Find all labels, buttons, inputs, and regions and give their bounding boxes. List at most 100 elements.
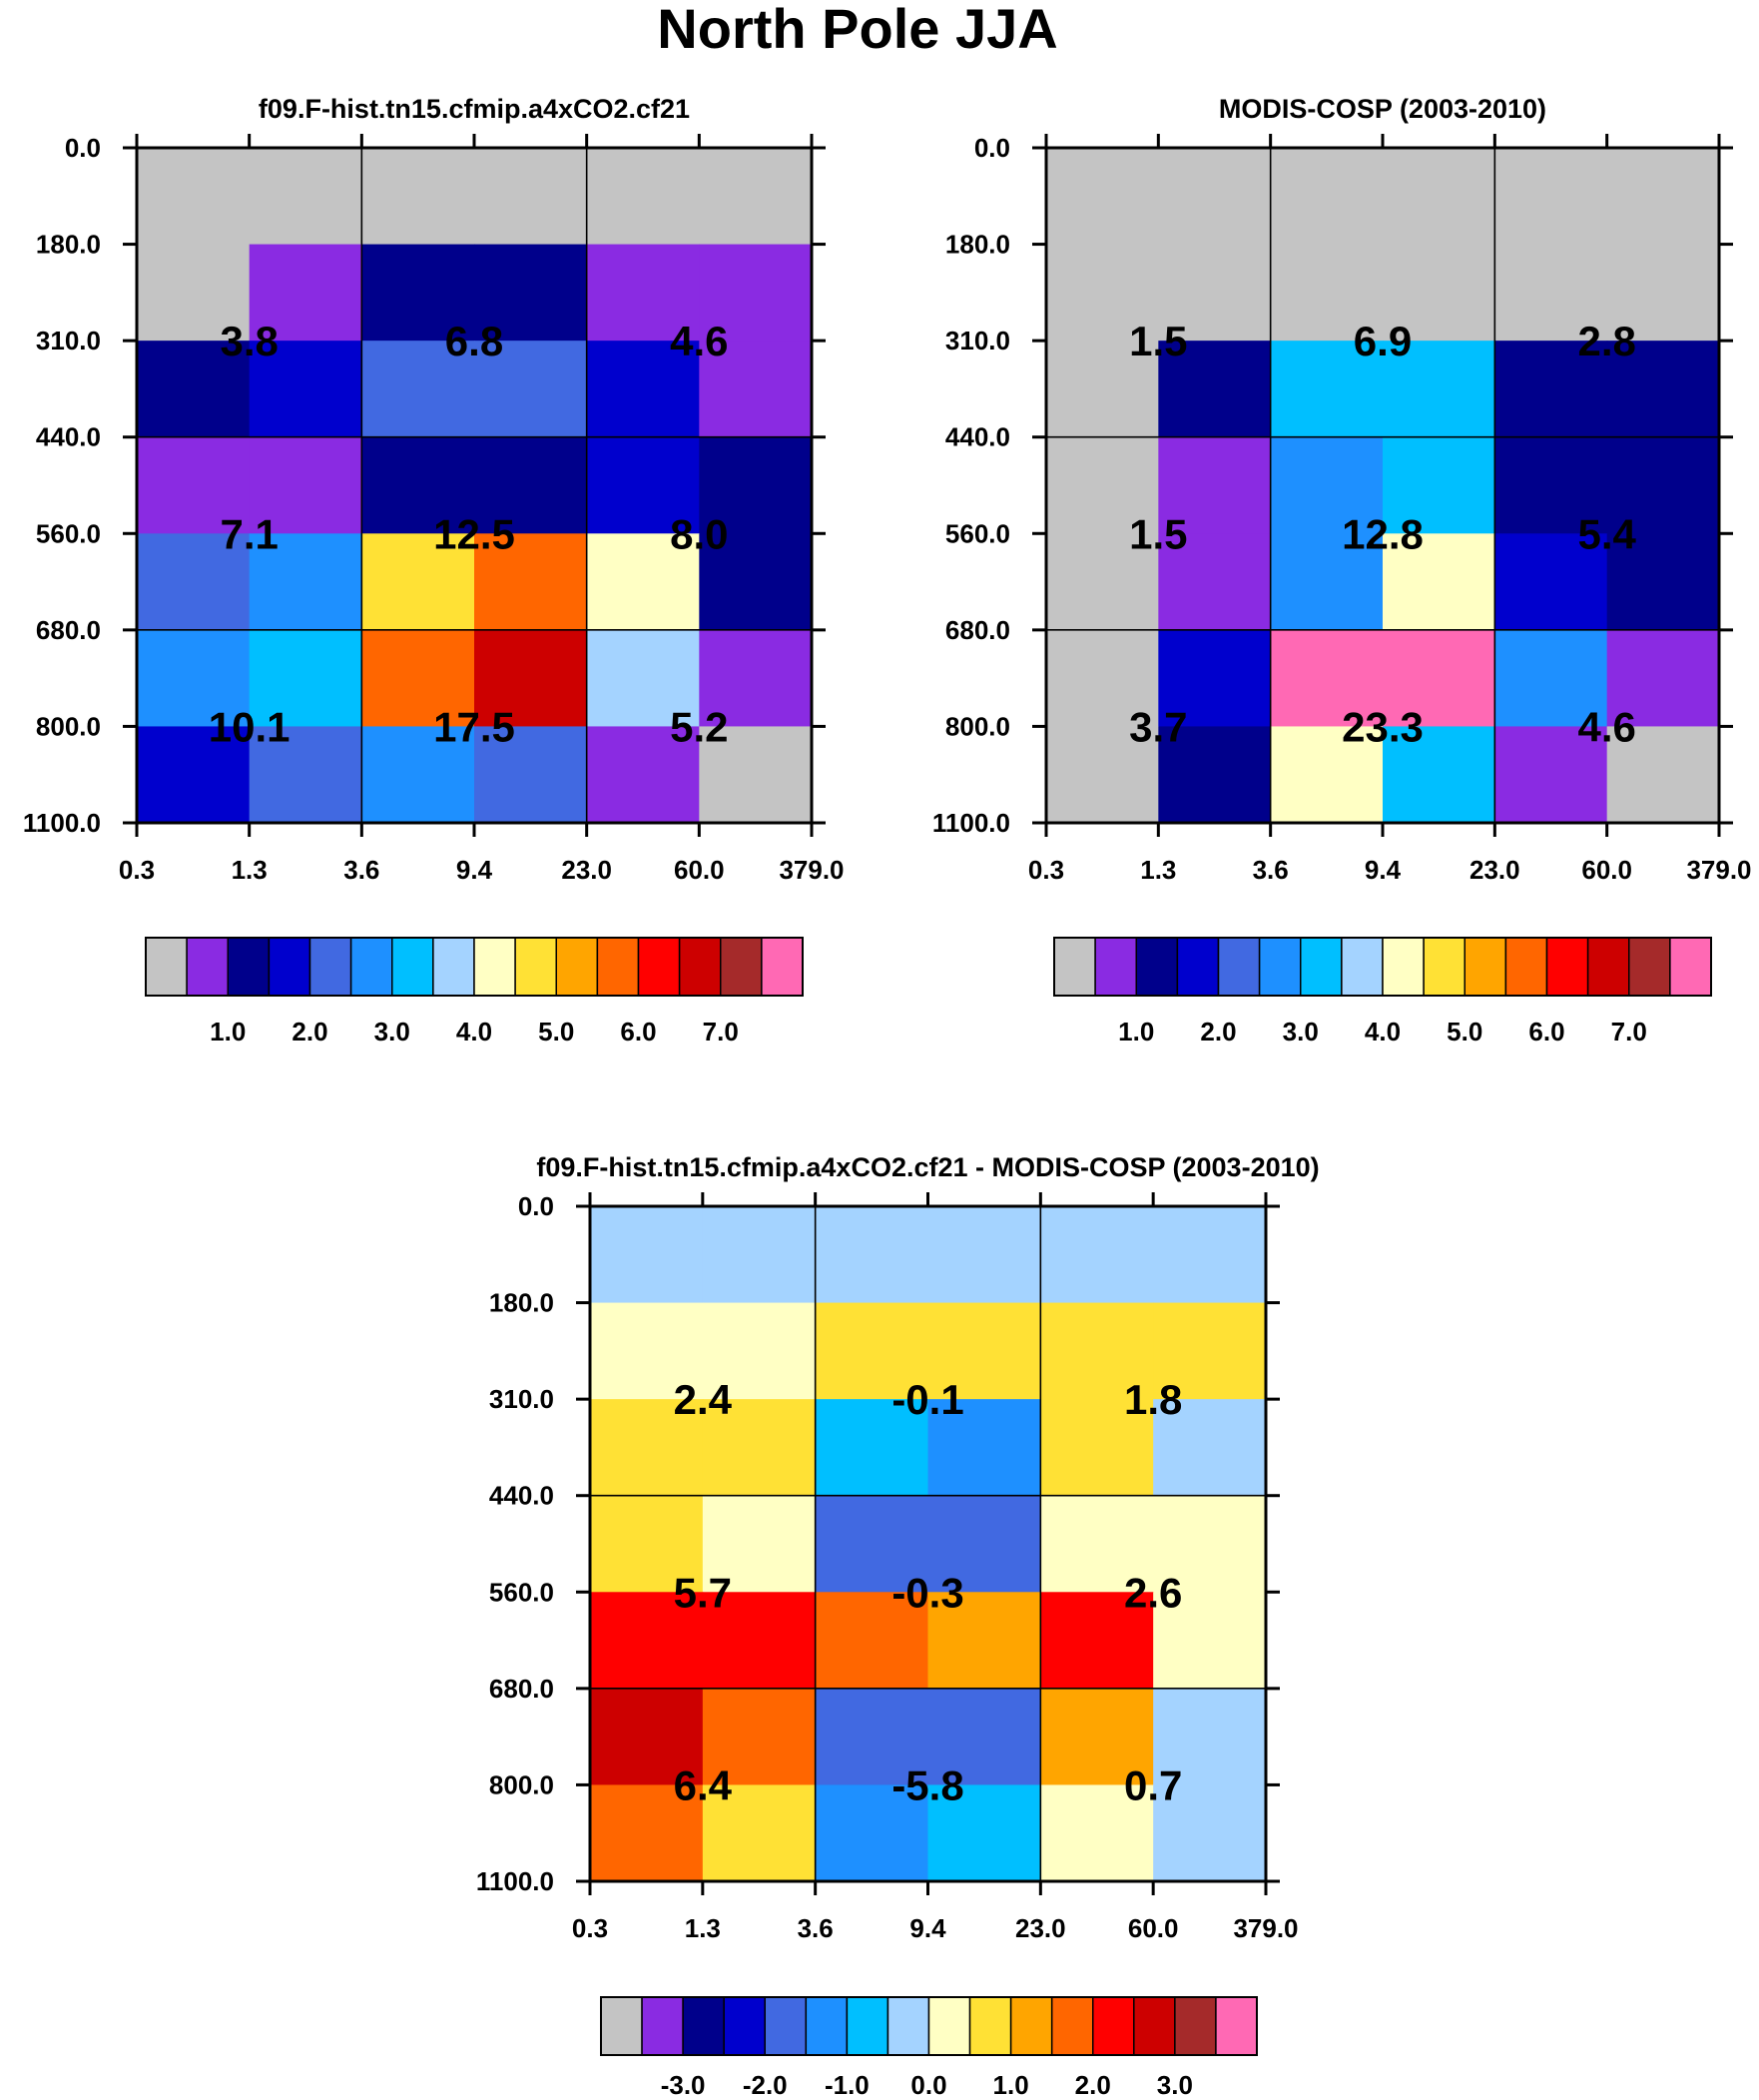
cell-value-label: 6.9 xyxy=(1354,318,1412,364)
heatmap-cell xyxy=(1270,726,1384,824)
heatmap-cell xyxy=(249,726,362,824)
heatmap-cell xyxy=(702,1688,817,1786)
heatmap-cell xyxy=(1383,148,1495,246)
heatmap-cell xyxy=(699,629,813,728)
heatmap-cell xyxy=(1383,533,1495,631)
colorbar-swatch xyxy=(473,937,516,997)
heatmap-cell xyxy=(702,1206,817,1304)
heatmap-cell xyxy=(815,1688,929,1786)
heatmap-cell xyxy=(1606,148,1720,246)
colorbar-swatch xyxy=(227,937,271,997)
heatmap-cell xyxy=(1046,533,1159,631)
heatmap-cell xyxy=(699,726,813,824)
main-title: North Pole JJA xyxy=(657,0,1057,60)
colorbar-swatch xyxy=(1504,937,1548,997)
heatmap-cell xyxy=(815,1302,929,1400)
colorbar-swatch xyxy=(391,937,434,997)
heatmap-cell xyxy=(1040,1495,1154,1593)
x-tick-label: 23.0 xyxy=(561,855,612,885)
heatmap-cell xyxy=(586,533,700,631)
x-tick-label: 3.6 xyxy=(798,1913,834,1943)
x-tick-label: 0.3 xyxy=(1028,855,1064,885)
colorbar-swatch xyxy=(1092,1996,1135,2056)
heatmap-cell xyxy=(1153,1592,1267,1690)
heatmap-cell xyxy=(249,436,362,534)
heatmap-cell xyxy=(1494,244,1608,342)
colorbar-swatch xyxy=(1135,937,1179,997)
colorbar-label: 3.0 xyxy=(1157,2070,1193,2100)
colorbar-swatch xyxy=(514,937,557,997)
cell-value-label: 1.5 xyxy=(1129,510,1187,557)
heatmap-cell xyxy=(1270,436,1384,534)
heatmap-cell xyxy=(927,1495,1041,1593)
colorbar-label: 4.0 xyxy=(456,1017,492,1047)
panel-difference: f09.F-hist.tn15.cfmip.a4xCO2.cf21 - MODI… xyxy=(476,1152,1320,2100)
cell-value-label: 17.5 xyxy=(433,703,515,750)
colorbar-label: 3.0 xyxy=(374,1017,410,1047)
x-tick-label: 379.0 xyxy=(779,855,844,885)
heatmap-cell xyxy=(586,629,700,728)
heatmap-cell xyxy=(1040,1399,1154,1497)
heatmap-cell xyxy=(1046,436,1159,534)
colorbar-label: 5.0 xyxy=(1447,1017,1482,1047)
heatmap-cell xyxy=(474,629,588,728)
heatmap-cell xyxy=(1494,436,1608,534)
heatmap-cell xyxy=(702,1302,817,1400)
colorbar-swatch xyxy=(1174,1996,1217,2056)
x-tick-label: 379.0 xyxy=(1233,1913,1298,1943)
panel-title: MODIS-COSP (2003-2010) xyxy=(1219,94,1546,124)
heatmap-cell xyxy=(1158,436,1272,534)
heatmap-cell xyxy=(1606,341,1720,438)
colorbar-swatch xyxy=(555,937,599,997)
colorbar-swatch xyxy=(1053,937,1096,997)
colorbar-swatch xyxy=(682,1996,725,2056)
colorbar-label: 1.0 xyxy=(210,1017,246,1047)
heatmap-cell xyxy=(927,1206,1041,1304)
heatmap-cell xyxy=(1046,148,1159,246)
colorbar-swatch xyxy=(1258,937,1302,997)
colorbar-swatch xyxy=(805,1996,849,2056)
colorbar-swatch xyxy=(720,937,763,997)
heatmap-cell xyxy=(137,726,251,824)
heatmap-cell xyxy=(137,341,251,438)
cell-value-label: 2.4 xyxy=(674,1376,733,1423)
x-tick-label: 3.6 xyxy=(343,855,379,885)
colorbar-frame xyxy=(1053,937,1712,997)
y-tick-label: 440.0 xyxy=(36,422,101,452)
x-tick-label: 23.0 xyxy=(1015,1913,1066,1943)
colorbar-swatch xyxy=(1009,1996,1053,2056)
heatmap-cell xyxy=(137,629,251,728)
heatmap-cell xyxy=(1494,533,1608,631)
heatmap-cell xyxy=(1270,533,1384,631)
heatmap-cell xyxy=(590,1399,704,1497)
heatmap-cell xyxy=(1153,1399,1267,1497)
heatmap-cell xyxy=(1158,341,1272,438)
x-tick-label: 60.0 xyxy=(1581,855,1632,885)
colorbar-label: 1.0 xyxy=(993,2070,1029,2100)
colorbar-swatch xyxy=(927,1996,971,2056)
heatmap-cell xyxy=(1040,1206,1154,1304)
y-tick-label: 560.0 xyxy=(36,518,101,548)
colorbar-swatch xyxy=(1215,1996,1258,2056)
cell-value-label: -0.1 xyxy=(891,1376,963,1423)
cell-value-label: 3.8 xyxy=(220,318,278,364)
colorbar-swatch xyxy=(1050,1996,1094,2056)
heatmap-cell xyxy=(927,1399,1041,1497)
y-tick-label: 800.0 xyxy=(489,1769,554,1799)
colorbar-label: 7.0 xyxy=(1611,1017,1647,1047)
heatmap-cell xyxy=(590,1592,704,1690)
colorbar-label: 1.0 xyxy=(1118,1017,1154,1047)
x-tick-label: 1.3 xyxy=(1140,855,1176,885)
colorbar-label: 2.0 xyxy=(292,1017,327,1047)
heatmap-cell xyxy=(361,341,475,438)
heatmap-cell xyxy=(1158,533,1272,631)
heatmap-cell xyxy=(586,148,700,246)
heatmap-cell xyxy=(1158,629,1272,728)
x-tick-label: 1.3 xyxy=(685,1913,721,1943)
heatmap-cell xyxy=(361,533,475,631)
colorbar-label: -2.0 xyxy=(743,2070,788,2100)
heatmap-cell xyxy=(590,1495,704,1593)
panel-model: f09.F-hist.tn15.cfmip.a4xCO2.cf21 0.0 180.… xyxy=(23,94,845,1047)
heatmap-cell xyxy=(815,1592,929,1690)
y-tick-label: 310.0 xyxy=(945,326,1010,355)
